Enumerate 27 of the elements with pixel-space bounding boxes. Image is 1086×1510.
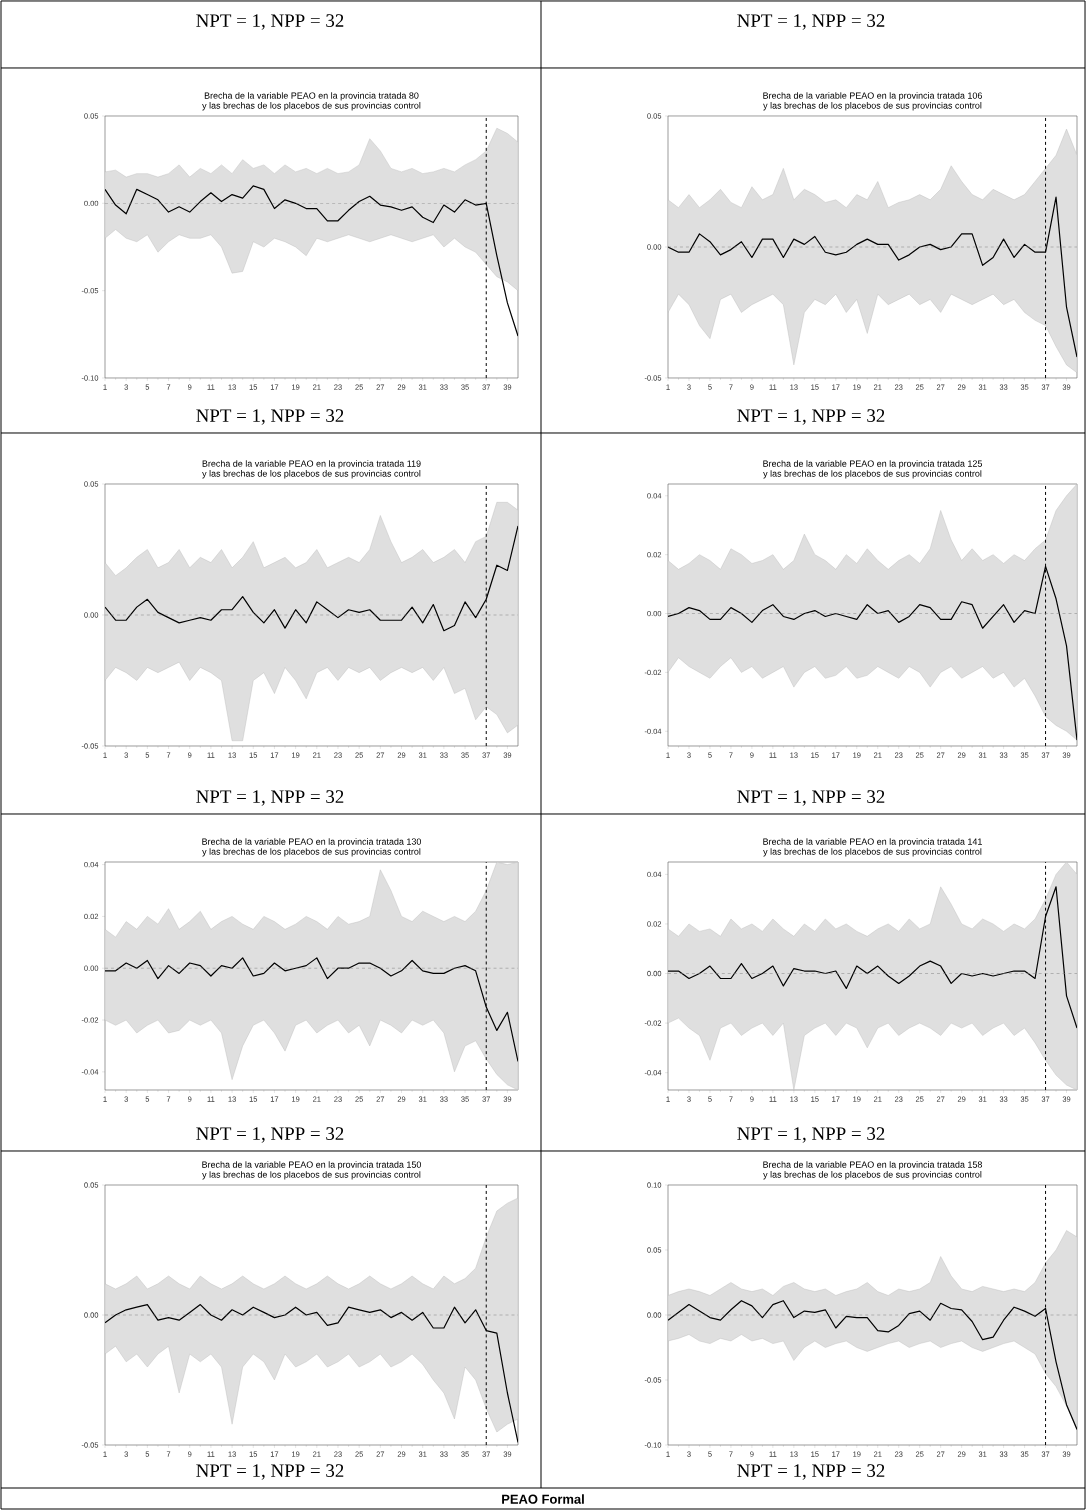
text: NPT = 1, NPP = 32 <box>196 1464 344 1480</box>
text: NPT = 1, NPP = 32 <box>196 409 344 425</box>
chart-title: Brecha de la variable PEAO en la provincia tratada 141 <box>763 838 982 847</box>
text: NPT = 1, NPP = 32 <box>737 14 885 30</box>
text: NPT = 1, NPP = 32 <box>737 790 885 806</box>
text: NPT = 1, NPP = 32 <box>737 409 885 425</box>
text: NPT = 1, NPP = 32 <box>737 1127 885 1143</box>
chart-subtitle: y las brechas de los placebos de sus provincias control <box>202 102 421 111</box>
text: NPT = 1, NPP = 32 <box>196 14 344 30</box>
chart-subtitle: y las brechas de los placebos de sus provincias control <box>763 848 982 857</box>
chart-subtitle: y las brechas de los placebos de sus provincias control <box>763 102 982 111</box>
text: NPT = 1, NPP = 32 <box>196 790 344 806</box>
chart-subtitle: y las brechas de los placebos de sus provincias control <box>202 848 421 857</box>
chart-title: Brecha de la variable PEAO en la provincia tratada 106 <box>763 92 982 101</box>
chart-title: Brecha de la variable PEAO en la provincia tratada 125 <box>763 460 982 469</box>
text: PEAO Formal <box>502 1494 584 1504</box>
chart-subtitle: y las brechas de los placebos de sus provincias control <box>763 470 982 479</box>
text: NPT = 1, NPP = 32 <box>196 1127 344 1143</box>
chart-subtitle: y las brechas de los placebos de sus provincias control <box>202 470 421 479</box>
chart-title: Brecha de la variable PEAO en la provincia tratada 130 <box>202 838 422 847</box>
chart-title: Brecha de la variable PEAO en la provincia tratada 150 <box>202 1161 422 1170</box>
chart-subtitle: y las brechas de los placebos de sus provincias control <box>763 1171 982 1180</box>
chart-title: Brecha de la variable PEAO en la provincia tratada 158 <box>763 1161 982 1170</box>
chart-title: Brecha de la variable PEAO en la provincia tratada 80 <box>204 92 419 101</box>
text: NPT = 1, NPP = 32 <box>737 1464 885 1480</box>
chart-title: Brecha de la variable PEAO en la provincia tratada 119 <box>202 460 421 469</box>
chart-subtitle: y las brechas de los placebos de sus provincias control <box>202 1171 421 1180</box>
